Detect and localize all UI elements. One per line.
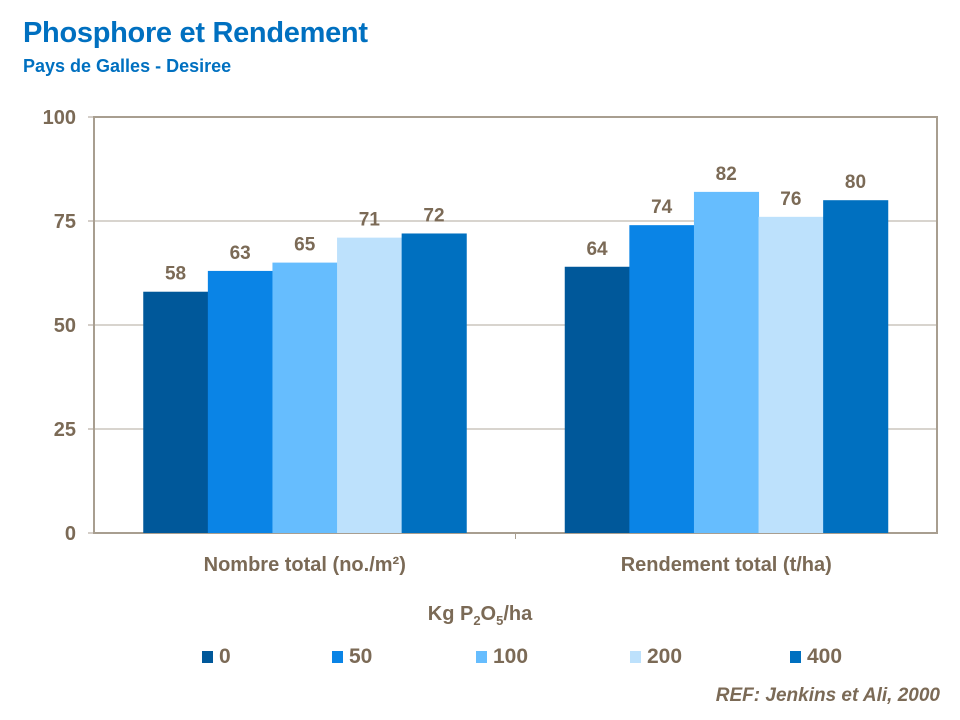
legend-swatch — [790, 651, 801, 663]
legend-label: 0 — [219, 645, 231, 668]
legend-item-400: 400 — [790, 645, 842, 669]
legend-item-100: 100 — [476, 645, 528, 669]
legend-title-sub2: 5 — [496, 613, 504, 628]
legend-title-sub1: 2 — [473, 613, 481, 628]
legend-swatch — [202, 651, 213, 663]
reference: REF: Jenkins et Ali, 2000 — [715, 685, 940, 706]
legend-title-mid: O — [480, 603, 497, 625]
legend-label: 200 — [647, 645, 683, 668]
legend-item-50: 50 — [332, 645, 372, 669]
page-subtitle: Pays de Galles - Desiree — [23, 56, 232, 76]
legend-title-prefix: Kg P — [427, 603, 474, 625]
legend-item-0: 0 — [202, 645, 231, 669]
bar-400-0 — [401, 233, 467, 534]
bar-50-0 — [207, 270, 273, 533]
data-label: 76 — [780, 189, 801, 210]
y-tick-label: 25 — [54, 419, 76, 441]
bar-100-0 — [272, 262, 338, 533]
legend-swatch — [630, 651, 641, 663]
data-label: 64 — [586, 239, 608, 260]
bar-400-1 — [823, 200, 889, 533]
data-label: 58 — [165, 264, 186, 285]
x-category-label: Rendement total (t/ha) — [621, 554, 832, 576]
y-tick-label: 0 — [65, 523, 76, 545]
legend-swatch — [332, 651, 343, 663]
bar-100-1 — [693, 191, 760, 533]
data-label: 74 — [651, 197, 673, 218]
legend-label: 400 — [807, 645, 843, 668]
y-tick-label: 75 — [54, 211, 76, 233]
page-title: Phosphore et Rendement — [23, 17, 368, 49]
bar-0-1 — [564, 266, 630, 533]
bar-200-0 — [337, 237, 403, 533]
data-label: 72 — [423, 205, 444, 226]
y-tick-label: 100 — [43, 107, 76, 129]
data-label: 63 — [230, 243, 251, 264]
data-label: 65 — [294, 235, 316, 256]
bar-50-1 — [629, 225, 695, 533]
data-label: 82 — [716, 164, 737, 185]
legend-title-suffix: /ha — [503, 603, 533, 625]
legend-item-200: 200 — [630, 645, 682, 669]
legend-title: Kg P2O5/ha — [0, 603, 960, 628]
legend-label: 50 — [349, 645, 373, 668]
bar-0-0 — [143, 291, 209, 533]
data-label: 71 — [359, 210, 381, 231]
x-category-label: Nombre total (no./m²) — [204, 554, 406, 576]
bar-200-1 — [758, 216, 824, 533]
legend-label: 100 — [493, 645, 529, 668]
y-tick-label: 50 — [54, 315, 76, 337]
legend-swatch — [476, 651, 487, 663]
data-label: 80 — [845, 172, 866, 193]
